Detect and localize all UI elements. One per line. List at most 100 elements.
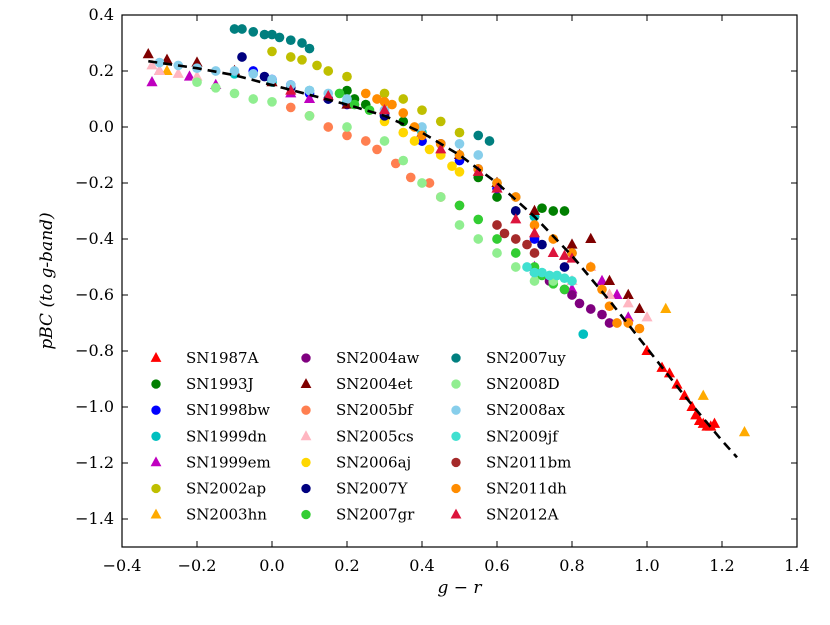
data-point (378, 104, 391, 115)
data-point (274, 32, 285, 43)
x-tick-label: −0.2 (178, 556, 217, 575)
data-point (447, 161, 457, 172)
legend-marker (150, 456, 162, 467)
series-sn2008ax (154, 57, 521, 202)
data-point (285, 52, 296, 62)
data-point (510, 213, 522, 224)
y-tick-label: −1.0 (75, 397, 114, 416)
data-point (210, 82, 221, 93)
data-point (342, 130, 352, 141)
data-point (192, 77, 202, 88)
data-point (603, 274, 616, 286)
legend-item-sn2004et: SN2004et (300, 375, 412, 393)
legend-label: SN2011dh (486, 480, 567, 498)
legend-label: SN2007Y (336, 480, 409, 498)
data-point (297, 38, 307, 48)
data-point (342, 71, 352, 82)
data-point (285, 35, 296, 46)
series-sn2009jf (522, 262, 577, 286)
legend-marker (451, 431, 461, 441)
legend-marker (300, 378, 312, 388)
series-sn1987a (641, 344, 721, 431)
data-point (622, 297, 634, 308)
data-point (634, 323, 645, 334)
legend-item-sn1998bw: SN1998bw (151, 401, 270, 419)
series-sn2002ap (267, 46, 465, 138)
data-point (529, 267, 540, 278)
data-point (161, 53, 173, 64)
legend-label: SN2007uy (486, 349, 566, 367)
data-point (398, 155, 409, 166)
legend-marker (151, 379, 161, 389)
data-point (229, 24, 240, 34)
data-point (612, 318, 622, 328)
data-point (473, 214, 484, 225)
legend-label: SN1987A (186, 349, 259, 367)
data-point (323, 122, 334, 132)
legend-marker (451, 483, 461, 494)
legend-label: SN2009jf (486, 427, 559, 445)
data-point (559, 284, 570, 295)
data-point (611, 288, 623, 300)
data-point (484, 136, 495, 146)
data-point (585, 232, 597, 244)
data-point (510, 262, 521, 272)
legend-label: SN2011bm (486, 453, 571, 471)
data-point (229, 88, 240, 99)
x-tick-label: 0.2 (334, 556, 359, 575)
data-point (522, 262, 532, 272)
data-point (686, 400, 698, 412)
legend-item-sn2008d: SN2008D (451, 375, 560, 393)
data-point (142, 48, 154, 59)
x-tick-label: 0.0 (259, 556, 284, 575)
data-point (398, 127, 409, 138)
x-tick-label: 0.6 (484, 556, 509, 575)
data-point (473, 150, 484, 160)
data-point (492, 192, 502, 202)
legend-marker (150, 508, 162, 519)
data-point (537, 267, 547, 278)
data-point (435, 116, 446, 127)
data-point (708, 417, 721, 428)
data-point (248, 94, 259, 104)
legend-marker (150, 352, 162, 362)
y-tick-label: 0.2 (89, 61, 114, 80)
legend-label: SN1993J (186, 375, 254, 393)
data-point (585, 304, 596, 314)
legend: SN1987A SN1993J SN1998bw SN1999dn SN1999em SN… (150, 349, 571, 524)
legend-item-sn2007gr: SN2007gr (301, 506, 415, 524)
legend-label: SN2003hn (186, 506, 267, 524)
data-point (472, 165, 484, 176)
data-point (398, 108, 409, 118)
y-tick-label: −0.6 (75, 285, 114, 304)
data-point (372, 144, 382, 155)
legend-item-sn1999em: SN1999em (150, 453, 271, 471)
legend-item-sn1999dn: SN1999dn (151, 427, 267, 445)
data-point (304, 43, 315, 54)
legend-item-sn2004aw: SN2004aw (301, 349, 420, 367)
legend-item-sn1987a: SN1987A (150, 349, 259, 367)
data-point (510, 248, 521, 258)
series-sn2012a (285, 84, 578, 263)
data-point (417, 178, 427, 188)
data-point (622, 288, 634, 300)
tick-layer: −0.4 −0.2 0.0 0.2 0.4 0.6 0.8 1.0 1.2 1.4 0.4 0.2 0.… (75, 5, 810, 575)
y-tick-label: −0.2 (75, 173, 114, 192)
data-point (409, 136, 420, 146)
legend-item-sn2002ap: SN2002ap (151, 480, 266, 498)
data-point (510, 206, 521, 216)
data-point (146, 76, 158, 87)
data-point (537, 203, 547, 214)
data-point (585, 262, 596, 272)
x-tick-label: 1.0 (634, 556, 659, 575)
data-point (578, 329, 589, 340)
legend-marker (301, 509, 311, 520)
data-point (528, 227, 541, 238)
data-point (304, 110, 315, 121)
data-point (146, 59, 158, 70)
data-point (334, 88, 345, 99)
data-point (597, 309, 607, 320)
data-point (237, 52, 247, 62)
x-tick-label: 1.2 (709, 556, 734, 575)
